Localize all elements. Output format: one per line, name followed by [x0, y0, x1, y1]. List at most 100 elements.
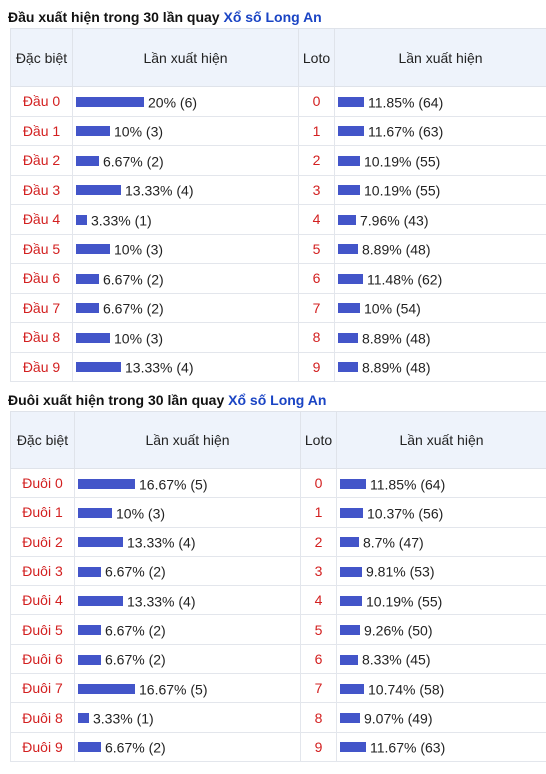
head-label: Đầu 7	[11, 293, 73, 323]
loto-frequency-value: 10.19% (55)	[364, 153, 440, 169]
loto-frequency-bar	[338, 274, 363, 284]
tail-label: Đuôi 1	[11, 498, 75, 527]
loto-frequency-cell: 8.89% (48)	[335, 323, 546, 353]
head-frequency-cell: 10% (3)	[73, 234, 299, 264]
frequency-value: 6.67% (2)	[103, 271, 164, 287]
loto-frequency-cell: 9.07% (49)	[337, 703, 546, 732]
tail-label: Đuôi 5	[11, 615, 75, 644]
tail-frequency-cell: 16.67% (5)	[75, 674, 301, 703]
frequency-value: 6.67% (2)	[105, 739, 166, 755]
lottery-link[interactable]: Xổ số Long An	[228, 392, 326, 408]
frequency-value: 10% (3)	[114, 330, 163, 346]
frequency-bar	[78, 713, 89, 723]
head-label: Đầu 3	[11, 175, 73, 205]
loto-frequency-value: 10.19% (55)	[364, 182, 440, 198]
frequency-bar	[76, 274, 99, 284]
frequency-value: 10% (3)	[114, 123, 163, 139]
frequency-value: 13.33% (4)	[127, 534, 195, 550]
frequency-value: 16.67% (5)	[139, 681, 207, 697]
col-loto: Loto	[301, 412, 337, 469]
loto-frequency-bar	[338, 126, 364, 136]
frequency-bar	[78, 625, 101, 635]
head-label: Đầu 0	[11, 87, 73, 117]
loto-digit: 6	[299, 264, 335, 294]
loto-frequency-bar	[340, 655, 358, 665]
loto-frequency-cell: 11.48% (62)	[335, 264, 546, 294]
loto-digit: 8	[299, 323, 335, 353]
head-label: Đầu 2	[11, 146, 73, 176]
loto-frequency-bar	[340, 684, 364, 694]
loto-digit: 5	[299, 234, 335, 264]
frequency-bar	[78, 596, 123, 606]
head-label: Đầu 8	[11, 323, 73, 353]
frequency-bar	[78, 508, 112, 518]
col-loto: Loto	[299, 29, 335, 87]
frequency-value: 3.33% (1)	[91, 212, 152, 228]
tail-label: Đuôi 6	[11, 644, 75, 673]
tail-frequency-cell: 6.67% (2)	[75, 732, 301, 761]
tail-label: Đuôi 9	[11, 732, 75, 761]
head-stats-table: Đặc biệt Lần xuất hiện Loto Lần xuất hiệ…	[10, 28, 546, 382]
frequency-bar	[76, 185, 121, 195]
loto-digit: 4	[301, 586, 337, 615]
frequency-value: 6.67% (2)	[105, 622, 166, 638]
loto-frequency-value: 9.07% (49)	[364, 710, 432, 726]
col-special: Đặc biệt	[11, 412, 75, 469]
tail-frequency-cell: 10% (3)	[75, 498, 301, 527]
col-special: Đặc biệt	[11, 29, 73, 87]
loto-digit: 4	[299, 205, 335, 235]
loto-frequency-value: 9.81% (53)	[366, 564, 434, 580]
loto-frequency-cell: 8.7% (47)	[337, 527, 546, 556]
loto-frequency-bar	[340, 625, 360, 635]
frequency-bar	[76, 333, 110, 343]
loto-frequency-cell: 10.19% (55)	[335, 175, 546, 205]
head-label: Đầu 4	[11, 205, 73, 235]
loto-digit: 3	[299, 175, 335, 205]
head-section: Đầu xuất hiện trong 30 lần quay Xổ số Lo…	[0, 8, 546, 382]
head-frequency-cell: 3.33% (1)	[73, 205, 299, 235]
loto-frequency-value: 8.33% (45)	[362, 652, 430, 668]
loto-frequency-value: 8.89% (48)	[362, 359, 430, 375]
loto-frequency-cell: 8.33% (45)	[337, 644, 546, 673]
head-label: Đầu 1	[11, 116, 73, 146]
loto-frequency-value: 11.85% (64)	[368, 94, 443, 110]
frequency-value: 3.33% (1)	[93, 710, 154, 726]
head-label: Đầu 6	[11, 264, 73, 294]
loto-digit: 7	[299, 293, 335, 323]
tail-label: Đuôi 2	[11, 527, 75, 556]
lottery-link[interactable]: Xổ số Long An	[223, 9, 321, 25]
loto-frequency-bar	[338, 156, 360, 166]
loto-frequency-bar	[338, 97, 364, 107]
frequency-bar	[76, 126, 110, 136]
tail-frequency-cell: 3.33% (1)	[75, 703, 301, 732]
loto-frequency-bar	[340, 508, 363, 518]
loto-frequency-cell: 8.89% (48)	[335, 352, 546, 382]
head-frequency-cell: 10% (3)	[73, 116, 299, 146]
frequency-bar	[78, 479, 135, 489]
loto-frequency-cell: 10.19% (55)	[337, 586, 546, 615]
loto-frequency-bar	[340, 479, 366, 489]
loto-digit: 9	[301, 732, 337, 761]
tail-section-title: Đuôi xuất hiện trong 30 lần quay Xổ số L…	[8, 391, 546, 411]
head-frequency-cell: 6.67% (2)	[73, 146, 299, 176]
loto-frequency-cell: 11.67% (63)	[337, 732, 546, 761]
loto-frequency-cell: 11.85% (64)	[337, 469, 546, 498]
head-label: Đầu 9	[11, 352, 73, 382]
loto-frequency-cell: 9.26% (50)	[337, 615, 546, 644]
frequency-value: 13.33% (4)	[127, 593, 195, 609]
loto-frequency-value: 11.67% (63)	[368, 123, 443, 139]
loto-frequency-bar	[338, 303, 360, 313]
col-occurrence-loto: Lần xuất hiện	[335, 29, 546, 87]
frequency-value: 10% (3)	[114, 241, 163, 257]
